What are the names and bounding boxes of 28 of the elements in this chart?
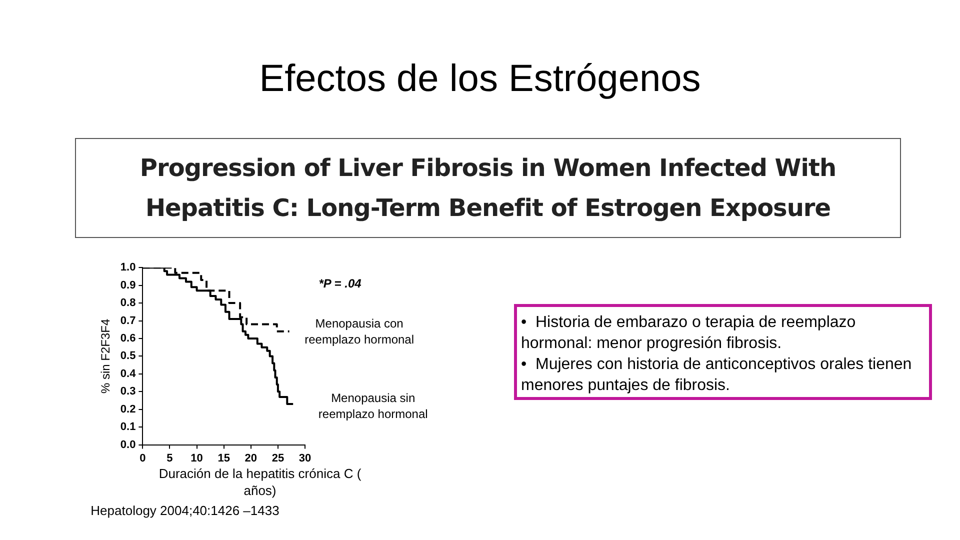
- y-tick-label: 0.6: [120, 332, 136, 345]
- y-tick-label: 0.2: [120, 403, 136, 416]
- x-tick-label: 0: [140, 452, 146, 464]
- y-tick-label: 0.3: [120, 386, 136, 398]
- text: *P = .04: [318, 276, 362, 291]
- y-tick-label: 0.9: [120, 279, 136, 292]
- x-tick-label: 15: [218, 452, 230, 464]
- y-tick-label: 0.1: [120, 421, 136, 434]
- y-tick-label: 0.8: [120, 297, 136, 310]
- text: Progression of Liver Fibrosis in Women Infected With Hepatitis C: Long-Term Benefit of Estrogen Exposure: [75, 138, 901, 238]
- x-tick-label: 20: [244, 452, 258, 464]
- x-tick-label: 5: [166, 452, 173, 464]
- series-label: Menopausia con reemplazo hormonal: [304, 316, 414, 346]
- x-tick-label: 10: [190, 452, 203, 464]
- text: Efectos de los Estrógenos: [258, 58, 702, 101]
- y-tick-label: 0.4: [120, 368, 137, 380]
- y-axis-title: % sin F2F3F4: [98, 318, 113, 394]
- x-tick-label: 25: [272, 452, 284, 464]
- x-tick-label: 30: [298, 452, 312, 464]
- y-tick-label: 0.7: [120, 314, 136, 327]
- x-axis-title: Duración de la hepatitis crónica C ( años): [158, 465, 362, 499]
- text: Menopausia sin reemplazo hormonal: [318, 391, 428, 422]
- text: • Mujeres con historia de anticonceptivos orales tienen menores puntajes de fibrosis.: [521, 355, 913, 396]
- text: • Historia de embarazo o terapia de reemplazo hormonal: menor progresión fibrosis.: [521, 313, 857, 354]
- y-tick-label: 0.5: [120, 350, 136, 362]
- y-tick-label: 1.0: [120, 262, 136, 274]
- text: Hepatology 2004;40:1426 –1433: [90, 503, 280, 518]
- y-tick-label: 0.0: [120, 438, 136, 451]
